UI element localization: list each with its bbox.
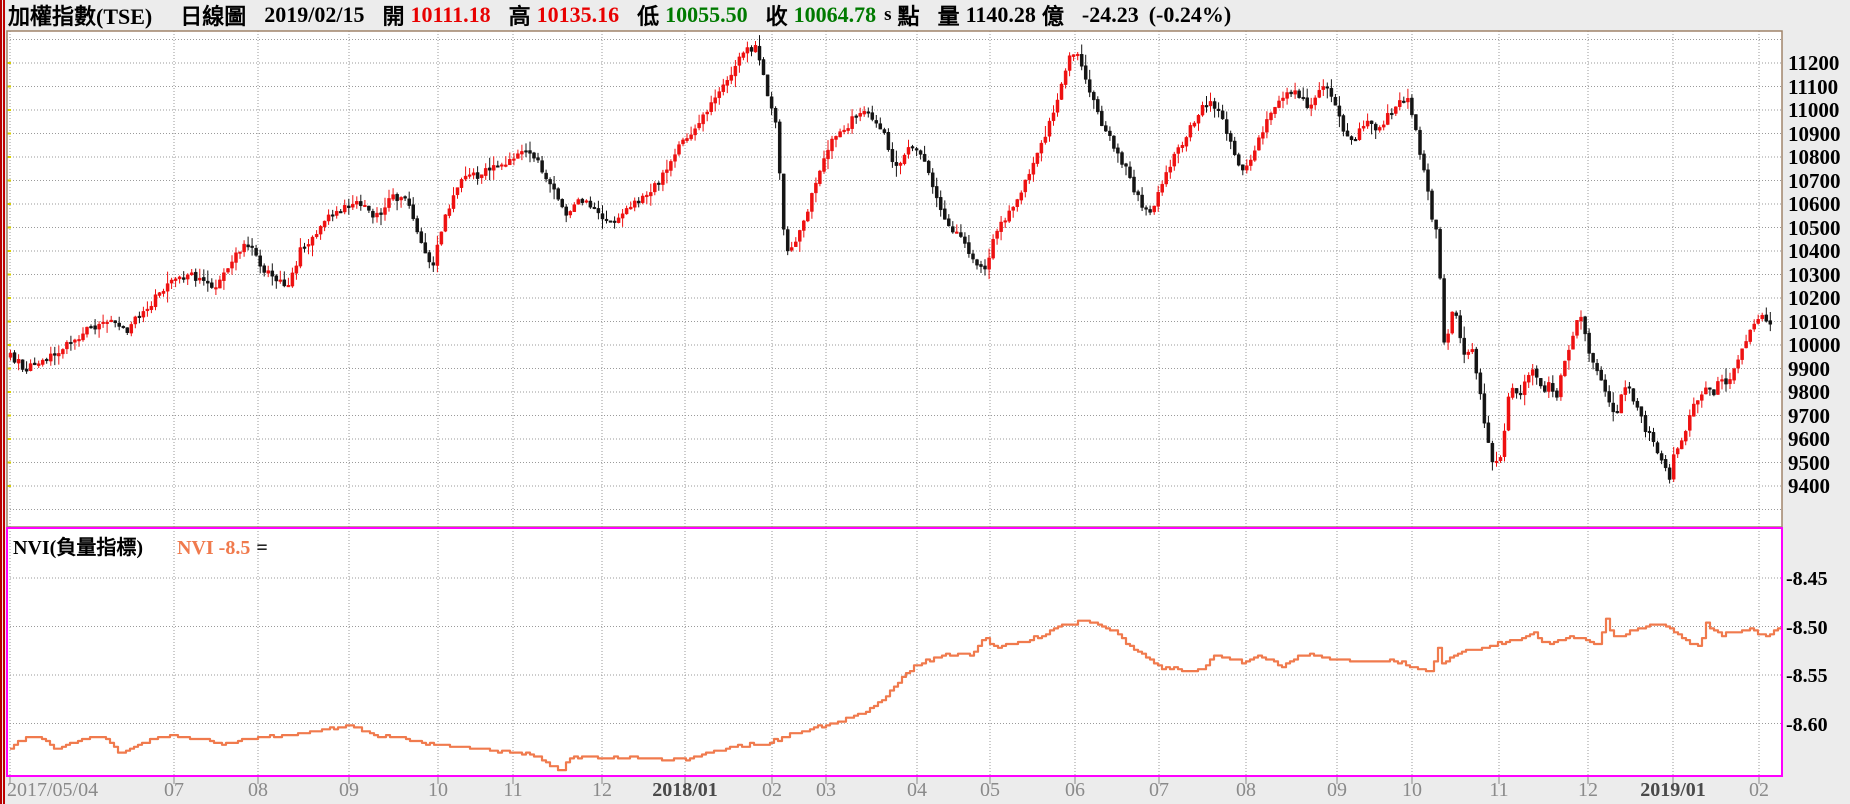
nvi-line: [10, 617, 1781, 772]
nvi-plot-area: [7, 528, 1782, 776]
date-value: 2019/02/15: [264, 2, 365, 27]
period-label[interactable]: 日線圖: [180, 4, 247, 29]
close-suffix: s: [884, 4, 892, 25]
high-label: 高: [508, 4, 531, 29]
instrument-name: 加權指數(TSE): [8, 4, 153, 29]
nvi-equals-sign: =: [256, 537, 268, 559]
open-label: 開: [382, 4, 405, 29]
up-candle-bodies: [8, 45, 1764, 480]
chart-header: 加權指數(TSE) 日線圖 2019/02/15 開 10111.18 高 10…: [8, 0, 1848, 30]
volume-unit: 億: [1041, 4, 1064, 29]
volume-value: 1140.28: [965, 2, 1036, 27]
nvi-series-label[interactable]: NVI -8.5: [177, 537, 251, 559]
nvi-panel-title: NVI(負量指標): [13, 537, 143, 559]
gridlines: [7, 31, 1782, 776]
nvi-plot-frame: [6, 527, 1783, 777]
high-value: 10135.16: [536, 2, 620, 27]
low-value: 10055.50: [665, 2, 748, 27]
close-label: 收: [765, 4, 788, 29]
nvi-panel-header: NVI(負量指標) NVI -8.5 =: [13, 531, 268, 560]
point-label: 點: [897, 4, 920, 29]
window-left-edge: [0, 0, 6, 804]
change-value: -24.23: [1081, 2, 1139, 27]
low-label: 低: [637, 4, 660, 29]
x-axis-tick-marks: [9, 777, 1760, 784]
main-plot-area: [7, 31, 1782, 527]
volume-label: 量: [937, 4, 960, 29]
open-value: 10111.18: [410, 2, 491, 27]
close-value: 10064.78: [793, 2, 877, 27]
change-percent: (-0.24%): [1148, 2, 1232, 27]
down-candle-bodies: [12, 45, 1773, 480]
